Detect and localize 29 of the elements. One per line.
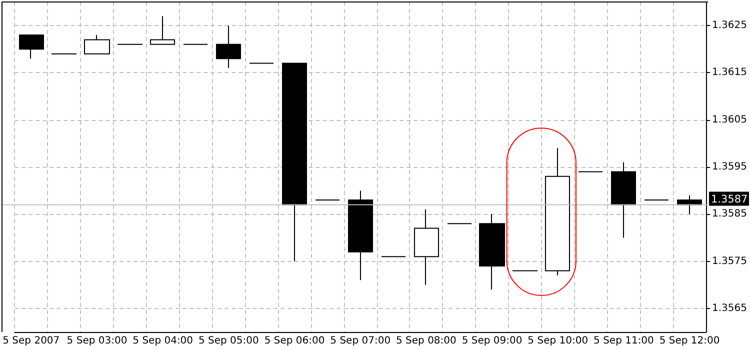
candlestick xyxy=(84,34,110,54)
candlestick xyxy=(19,34,44,60)
candlestick xyxy=(414,208,439,286)
y-tick-label: 1.3565 xyxy=(712,302,748,314)
x-tick-label: 5 Sep 04:00 xyxy=(132,336,194,346)
candlestick xyxy=(150,16,175,45)
x-tick-label: 5 Sep 09:00 xyxy=(462,336,522,346)
y-tick-label: 1.3615 xyxy=(712,67,748,78)
x-tick-label: 5 Sep 05:00 xyxy=(198,336,259,346)
y-tick-label: 1.3625 xyxy=(712,20,748,32)
y-tick-label: 1.3595 xyxy=(712,162,748,172)
candlestick xyxy=(611,162,636,238)
x-tick-label: 5 Sep 10:00 xyxy=(528,336,588,346)
y-tick-label: 1.3605 xyxy=(712,114,748,126)
x-tick-label: 5 Sep 06:00 xyxy=(264,336,325,346)
y-tick-label: 1.3575 xyxy=(712,256,748,267)
x-tick-label: 5 Sep 2007 xyxy=(2,336,60,346)
x-tick-label: 5 Sep 11:00 xyxy=(594,336,654,346)
candlestick xyxy=(545,148,570,276)
candlestick xyxy=(348,190,373,281)
candlestick xyxy=(216,25,241,68)
candlestick xyxy=(479,214,505,290)
x-tick-label: 5 Sep 07:00 xyxy=(330,336,391,346)
x-tick-label: 5 Sep 03:00 xyxy=(66,336,128,346)
x-tick-label: 5 Sep 08:00 xyxy=(396,336,456,346)
x-tick-label: 5 Sep 12:00 xyxy=(659,336,720,346)
y-tick-label: 1.3585 xyxy=(712,208,748,220)
ref-line-label: 1.3587 xyxy=(711,194,748,206)
candlestick xyxy=(282,62,307,262)
